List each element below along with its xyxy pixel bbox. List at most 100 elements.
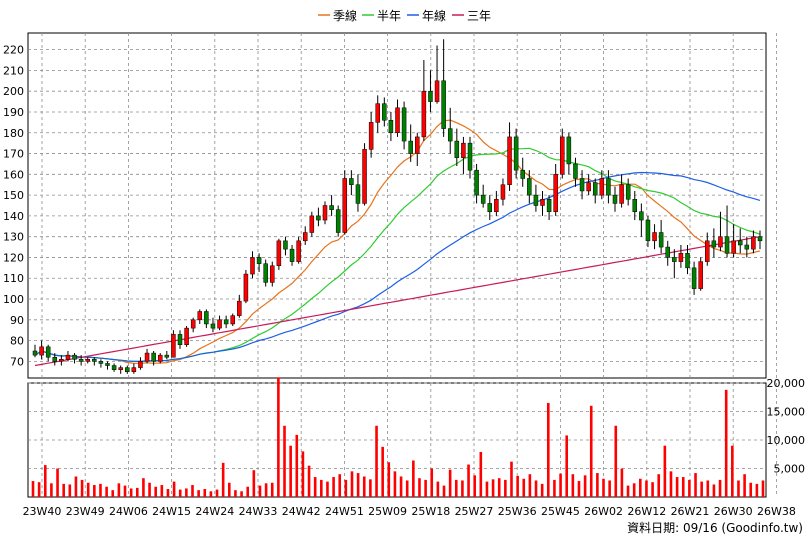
volume-bar [442,485,446,497]
volume-bar [277,377,280,497]
x-tick-label: 26W02 [584,505,623,518]
candle-body [388,120,394,134]
candle-body [737,240,743,246]
candle-body [237,300,242,316]
volume-bar [712,484,716,497]
candle-body [586,182,591,192]
volume-bar [56,468,59,497]
candle-body [368,122,374,150]
candle-body [658,232,664,248]
candle-body [223,319,229,325]
candle-body [632,199,638,212]
legend: 季線 半年 年線 三年 [318,8,491,23]
candle-body [691,267,697,289]
candle-body [276,240,282,267]
volume-bar [191,485,194,497]
ma-line-3year [34,236,761,367]
volume-bar [614,425,618,497]
candle-body [111,365,117,370]
candle-body [309,215,315,233]
volume-bar [626,485,630,497]
volume-bar [68,484,72,497]
candle-body [59,359,64,362]
candle-body [685,253,690,269]
candle-body [171,334,176,358]
candle-body [243,273,249,302]
volume-bar [86,482,90,497]
volume-bar [105,486,108,497]
volume-bar [209,491,213,497]
candle-body [329,205,334,210]
candle-body [92,359,97,362]
volume-bar [565,435,568,497]
candle-body [78,359,84,362]
volume-bar [675,477,679,497]
price-tick-label: 170 [3,148,24,161]
volume-bar [258,485,262,497]
x-tick-label: 26W30 [714,505,753,518]
volume-bar [234,490,237,497]
volume-bar [142,478,145,497]
x-tick-label: 25W09 [368,505,407,518]
candle-body [625,184,631,200]
candle-body [546,199,552,212]
candle-body [322,205,328,221]
volume-bar [645,480,648,497]
candle-body [204,311,209,325]
candle-body [527,178,532,196]
volume-bar [669,471,673,497]
price-tick-label: 220 [3,44,24,57]
candlesticks [32,39,763,374]
volume-bar [755,483,759,497]
candle-body [698,261,703,289]
volume-bar [93,485,96,497]
volume-bar [154,486,157,497]
candle-body [652,232,657,242]
candle-body [757,236,763,242]
x-tick-label: 23W40 [23,505,62,518]
candle-body [375,103,380,123]
volume-bar [602,478,605,497]
candle-body [382,103,387,121]
volume-bar [553,479,556,497]
volume-bar [203,489,207,497]
volume-bar [608,480,611,497]
volume-bar [491,479,495,497]
volume-bar [424,479,427,497]
volume-bar [332,477,335,497]
candle-body [98,361,104,364]
price-tick-label: 100 [3,293,24,306]
candle-body [487,203,493,212]
volume-bar [166,489,170,497]
x-tick-label: 26W21 [671,505,710,518]
candle-body [639,211,644,221]
volume-bar [688,479,691,497]
volume-bar [289,445,292,497]
volume-bar [307,465,311,497]
volume-bar [228,482,231,497]
candle-body [144,352,150,362]
candle-body [560,136,565,175]
volume-bar [393,471,397,497]
candle-body [362,149,367,204]
candle-body [210,323,216,329]
x-tick-label: 24W33 [239,505,278,518]
x-tick-label: 23W49 [66,505,105,518]
volume-bar [657,474,661,497]
volume-bar [381,446,384,497]
candle-body [553,174,558,212]
candle-body [151,352,156,362]
volume-bar [534,480,538,497]
price-tick-label: 90 [10,314,24,327]
candle-body [52,356,58,362]
volume-bar [546,402,550,497]
volume-bar [577,481,581,497]
candle-body [467,142,473,171]
volume-bar [479,451,483,497]
candle-body [579,178,585,192]
volume-bar [362,476,366,497]
volume-tick-label: 20,000 [767,377,806,390]
legend-label-year: 年線 [422,8,446,23]
volume-bar [461,480,464,497]
x-tick-label: 26W38 [757,505,796,518]
